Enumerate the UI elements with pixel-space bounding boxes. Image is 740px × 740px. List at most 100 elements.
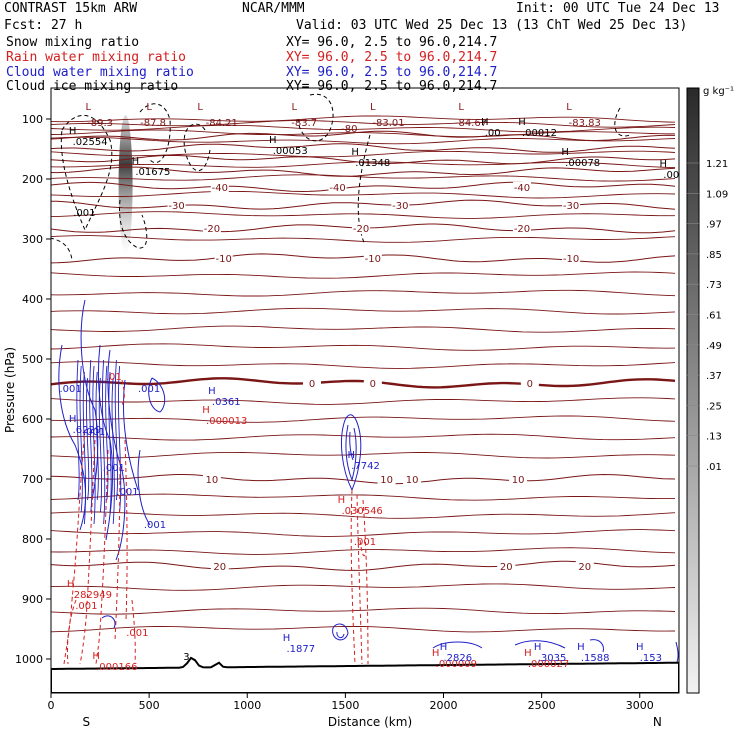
- colorbar-label: .25: [706, 401, 722, 412]
- isotherm-label-bg: [167, 199, 186, 211]
- extremum-symbol: H: [202, 405, 210, 416]
- isotherm-line: [51, 161, 676, 169]
- isotherm-line: [51, 343, 676, 351]
- isotherm-label-bg: [497, 561, 516, 572]
- isotherm-line: [51, 547, 676, 555]
- cloud-water-contour: [95, 371, 99, 501]
- isotherm-label: 10: [512, 475, 525, 486]
- isotherm-label-bg: [202, 474, 221, 485]
- isotherm-label-bg: [377, 474, 396, 485]
- extremum-value: .000: [663, 170, 685, 181]
- extremum-symbol: H: [338, 495, 346, 506]
- field-rain-name: Rain water mixing ratio: [6, 50, 187, 65]
- isotherm-line: [51, 607, 676, 615]
- y-tick-label: 1000: [15, 653, 43, 666]
- snow-contour: [51, 237, 73, 261]
- rain-contour: [63, 429, 86, 665]
- y-tick-label: 500: [22, 353, 43, 366]
- isotherm-label-bg: [352, 223, 371, 235]
- isotherm-line: [51, 415, 676, 423]
- colorbar-label: 1.09: [706, 189, 728, 200]
- y-tick-label: 300: [22, 233, 43, 246]
- extremum-value: .0361: [212, 397, 241, 408]
- x-tick-label: 1000: [233, 699, 261, 712]
- isotherm-label-bg: [210, 181, 229, 193]
- extremum-symbol: L: [292, 102, 298, 113]
- cloud-water-contour: [101, 615, 116, 629]
- isotherm-label: 0: [370, 379, 376, 390]
- cloud-water-contour: [118, 365, 122, 513]
- extremum-value: .282949: [71, 590, 112, 601]
- isotherm-line: [51, 253, 676, 264]
- isotherm-line: [51, 199, 676, 210]
- extremum-value: .153: [640, 653, 662, 664]
- tropopause-value: -84.67: [455, 118, 487, 129]
- colorbar-label: .37: [706, 371, 722, 382]
- isotherm-label-bg: [520, 378, 539, 389]
- field-cloudwater-name: Cloud water mixing ratio: [6, 65, 194, 80]
- contour-label: .001: [138, 384, 160, 395]
- extremum-value: .1588: [581, 653, 610, 664]
- isotherm-label: -40: [514, 183, 530, 194]
- y-axis-title: Pressure (hPa): [3, 347, 17, 433]
- tropopause-value: -83.01: [372, 118, 404, 129]
- cloud-water-contour: [340, 414, 362, 492]
- extremum-value: .01348: [355, 158, 390, 169]
- y-tick-label: 400: [22, 293, 43, 306]
- cloud-water-contour: [98, 377, 102, 513]
- colorbar-label: .73: [706, 280, 722, 291]
- x-tick-label: 0: [48, 699, 55, 712]
- rain-contour: [356, 494, 363, 665]
- extremum-value: .000027: [528, 659, 569, 670]
- isotherm-line: [51, 511, 676, 519]
- isotherm-label-bg: [509, 474, 528, 485]
- cloud-water-contour: [432, 641, 483, 649]
- isotherm-label-bg: [210, 561, 229, 572]
- colorbar-unit: g kg⁻¹: [703, 86, 734, 97]
- extremum-symbol: L: [197, 102, 203, 113]
- field-cloudwater-xy: XY= 96.0, 2.5 to 96.0,214.7: [286, 65, 498, 80]
- contour-label: .001: [59, 384, 81, 395]
- cloud-water-contour: [137, 449, 151, 526]
- fcst-label: Fcst: 27 h: [4, 18, 83, 33]
- isotherm-line: [51, 493, 675, 501]
- isotherm-label-bg: [562, 199, 581, 211]
- field-snow-xy: XY= 96.0, 2.5 to 96.0,214.7: [286, 35, 498, 50]
- cloud-water-contour: [336, 631, 345, 639]
- y-tick-label: 800: [22, 533, 43, 546]
- colorbar-label: .13: [706, 432, 722, 443]
- terrain: [51, 656, 679, 693]
- extremum-symbol: H: [269, 135, 277, 146]
- isotherm-label: -40: [329, 183, 345, 194]
- isotherm-line: [51, 529, 676, 537]
- isotherm-line: [51, 626, 676, 633]
- rain-contour: [95, 449, 109, 665]
- isotherm-line: [51, 289, 676, 297]
- isotherm-line: [51, 560, 676, 571]
- isotherm-line: [51, 166, 676, 177]
- extremum-symbol: H: [67, 579, 75, 590]
- isotherm-line: [51, 433, 676, 441]
- extremum-symbol: H: [577, 642, 585, 653]
- isotherm-line: [51, 583, 676, 591]
- extremum-value: .00078: [565, 158, 600, 169]
- cloud-water-contour: [82, 371, 86, 525]
- isotherm-label-bg: [363, 378, 382, 389]
- isotherm-line: [51, 150, 676, 158]
- isotherm-label-bg: [328, 181, 347, 193]
- rain-contour: [131, 599, 136, 665]
- isotherm-line: [51, 473, 676, 485]
- snow-contour: [139, 103, 171, 163]
- extremum-symbol: H: [347, 450, 355, 461]
- cloud-water-contour: [89, 359, 93, 513]
- cloud-water-contour: [122, 379, 139, 491]
- cloud-water-contour: [111, 377, 115, 525]
- extremum-value: .000013: [206, 416, 247, 427]
- colorbar-label: .85: [706, 250, 722, 261]
- cloud-water-contour: [80, 299, 99, 501]
- extremum-value: .02554: [73, 137, 108, 148]
- init-label: Init: 00 UTC Tue 24 Dec 13: [516, 1, 720, 16]
- rain-contour: [121, 379, 125, 406]
- extremum-value: .1877: [287, 644, 316, 655]
